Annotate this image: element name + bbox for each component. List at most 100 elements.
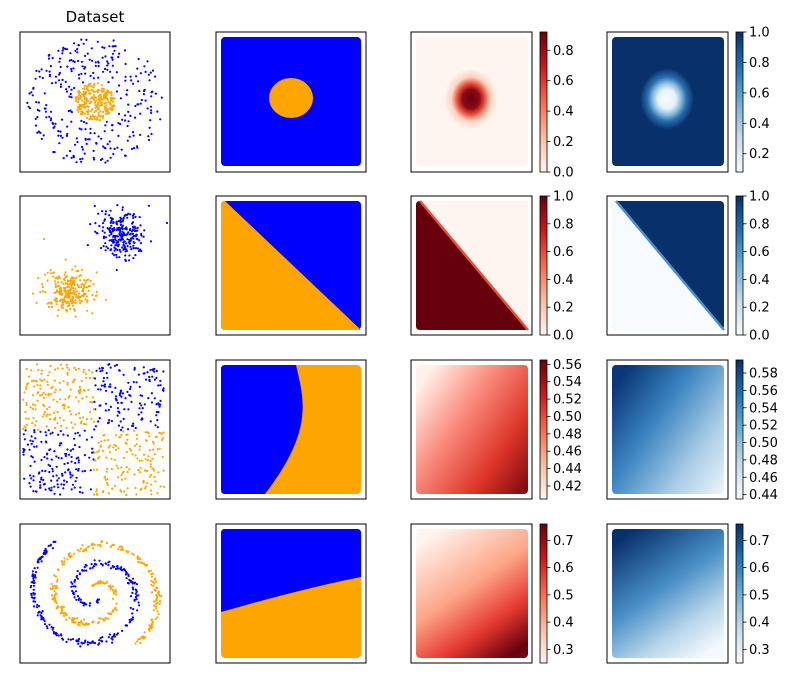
scatter-point-blue <box>103 231 106 234</box>
scatter-point-blue <box>75 161 78 164</box>
scatter-point-orange <box>99 94 102 97</box>
r1-reds-colorbar-bar <box>539 31 548 173</box>
scatter-point-orange <box>85 97 88 100</box>
r3-reds-colorbar-tick-label: 0.54 <box>553 375 582 390</box>
scatter-point-blue <box>147 397 150 400</box>
scatter-point-blue <box>129 385 132 388</box>
scatter-point-blue <box>98 642 101 645</box>
scatter-point-blue <box>108 214 111 217</box>
scatter-point-blue <box>72 67 75 70</box>
scatter-point-orange <box>49 587 52 590</box>
scatter-point-orange <box>69 300 73 303</box>
r3-blues-colorbar-tick-label: 0.44 <box>749 488 778 503</box>
scatter-point-orange <box>106 617 109 620</box>
scatter-point-blue <box>134 215 137 218</box>
scatter-point-blue <box>119 216 122 219</box>
scatter-point-blue <box>51 121 54 125</box>
scatter-point-orange <box>106 92 109 95</box>
scatter-point-blue <box>132 588 135 591</box>
scatter-point-blue <box>62 46 65 49</box>
scatter-point-blue <box>79 601 82 604</box>
scatter-point-orange <box>93 115 96 118</box>
scatter-point-orange <box>25 385 28 388</box>
scatter-point-blue <box>150 392 153 395</box>
scatter-point-orange <box>109 96 112 99</box>
r3-blues-colorbar-tick-label: 0.54 <box>749 401 778 416</box>
scatter-point-orange <box>40 393 44 396</box>
scatter-point-blue <box>63 462 66 466</box>
scatter-point-orange <box>56 285 59 288</box>
scatter-point-blue <box>157 402 160 405</box>
scatter-point-blue <box>134 247 138 250</box>
scatter-point-blue <box>33 429 36 432</box>
scatter-point-orange <box>153 589 156 592</box>
scatter-point-blue <box>41 76 44 80</box>
scatter-point-blue <box>76 574 79 577</box>
scatter-point-blue <box>140 232 143 235</box>
scatter-point-blue <box>118 369 121 372</box>
scatter-point-orange <box>47 392 50 395</box>
scatter-point-blue <box>91 447 94 450</box>
scatter-point-orange <box>58 293 62 296</box>
scatter-point-blue <box>104 242 107 245</box>
scatter-point-blue <box>50 479 53 482</box>
scatter-point-blue <box>154 75 157 78</box>
scatter-point-orange <box>114 448 117 452</box>
scatter-point-blue <box>43 456 46 459</box>
scatter-point-orange <box>162 485 165 488</box>
scatter-point-blue <box>85 438 88 441</box>
scatter-point-orange <box>135 443 138 446</box>
scatter-point-blue <box>140 98 143 102</box>
scatter-point-orange <box>58 381 61 384</box>
scatter-point-blue <box>77 44 80 47</box>
scatter-point-orange <box>74 621 77 624</box>
scatter-point-blue <box>129 595 133 598</box>
scatter-point-blue <box>52 632 56 635</box>
scatter-point-blue <box>132 216 135 219</box>
scatter-point-blue <box>126 249 129 252</box>
scatter-point-blue <box>39 484 42 487</box>
scatter-point-orange <box>87 109 90 112</box>
scatter-point-orange <box>79 105 83 108</box>
scatter-point-orange <box>103 439 106 442</box>
scatter-point-orange <box>79 388 82 391</box>
r4-blues-colorbar: 0.30.40.50.60.7 <box>735 523 770 664</box>
scatter-point-blue <box>99 637 102 640</box>
scatter-point-orange <box>150 575 154 578</box>
scatter-point-orange <box>80 286 83 289</box>
scatter-point-blue <box>111 56 114 59</box>
scatter-point-blue <box>133 581 137 584</box>
scatter-point-blue <box>58 71 62 74</box>
scatter-point-orange <box>64 276 67 279</box>
scatter-point-orange <box>86 278 90 281</box>
scatter-point-orange <box>60 304 63 307</box>
scatter-point-blue <box>105 245 108 248</box>
r3-scatter-panel <box>19 359 171 500</box>
scatter-point-blue <box>70 455 73 459</box>
scatter-point-blue <box>124 154 127 157</box>
scatter-point-blue <box>108 140 111 143</box>
scatter-point-blue <box>44 431 47 434</box>
scatter-point-orange <box>46 380 49 383</box>
scatter-point-blue <box>90 47 93 50</box>
scatter-point-blue <box>84 72 87 75</box>
scatter-point-blue <box>119 567 122 571</box>
scatter-point-blue <box>111 252 114 255</box>
scatter-point-blue <box>78 77 81 80</box>
scatter-point-blue <box>81 601 84 605</box>
scatter-point-blue <box>48 73 52 76</box>
scatter-point-orange <box>95 490 98 493</box>
scatter-point-orange <box>85 295 88 298</box>
scatter-point-blue <box>116 223 119 226</box>
scatter-point-blue <box>47 544 50 548</box>
scatter-point-blue <box>110 224 113 227</box>
scatter-point-orange <box>81 288 85 291</box>
scatter-point-orange <box>72 287 75 290</box>
scatter-point-blue <box>44 440 48 443</box>
scatter-point-orange <box>151 622 154 625</box>
scatter-point-blue <box>128 621 131 624</box>
scatter-point-orange <box>161 455 164 458</box>
scatter-point-blue <box>110 244 113 247</box>
scatter-point-blue <box>97 64 100 68</box>
scatter-point-orange <box>155 596 159 599</box>
